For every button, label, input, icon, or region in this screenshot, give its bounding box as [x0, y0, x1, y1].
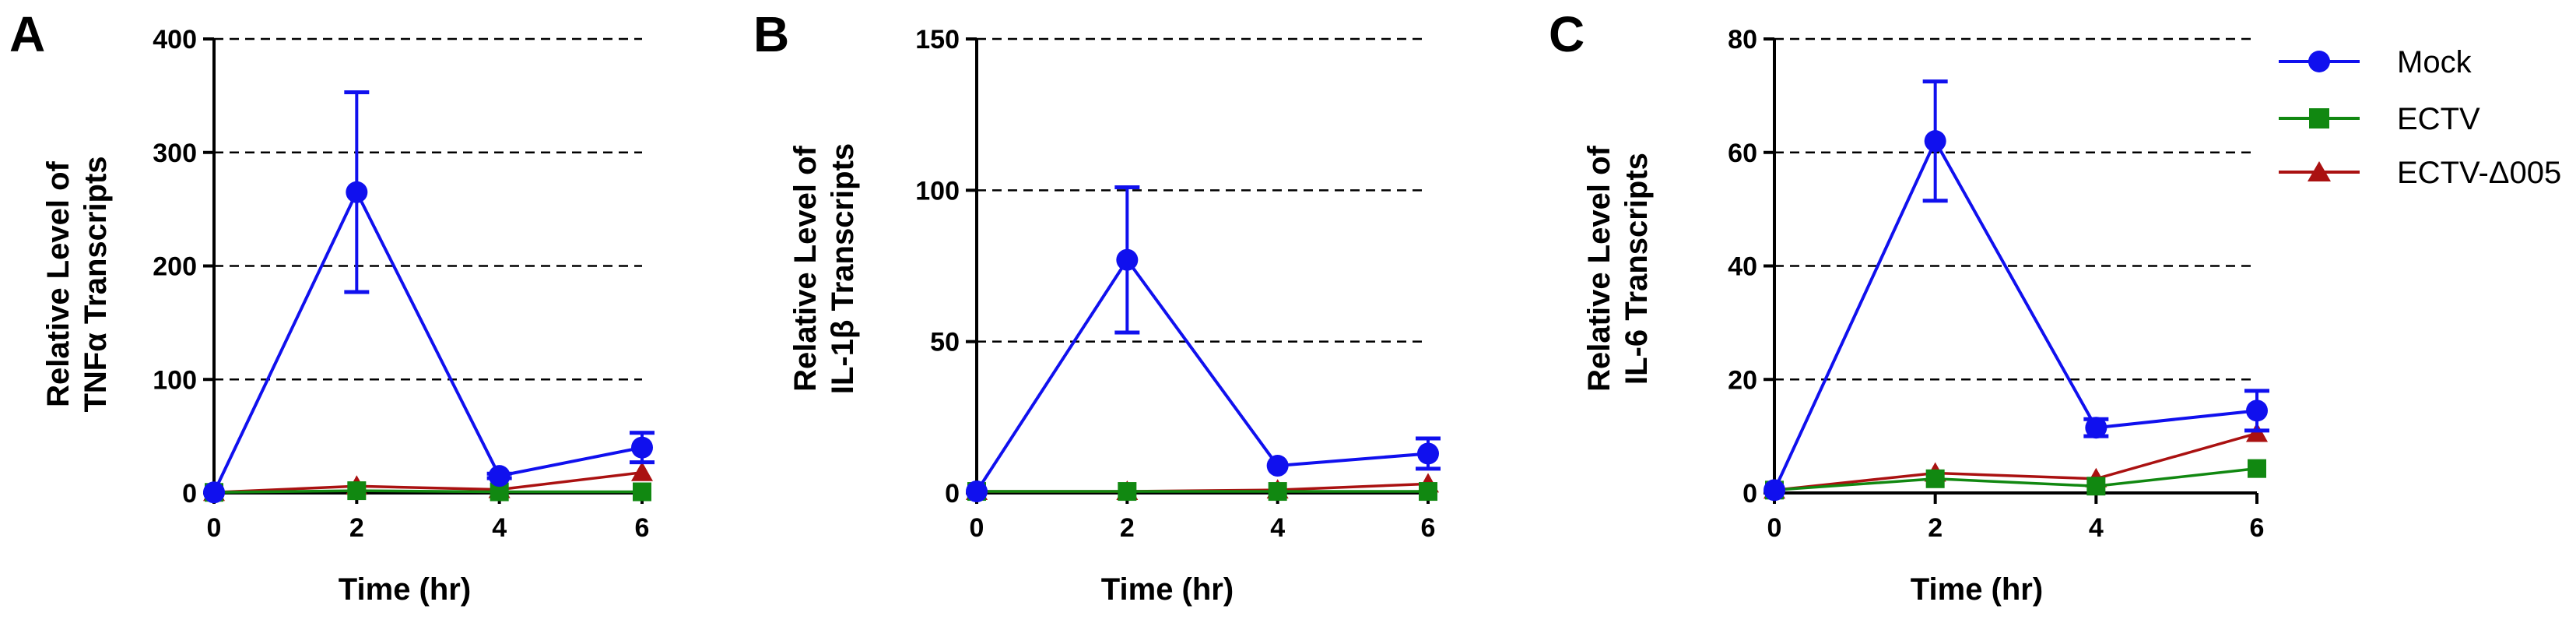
panel-b-point-mock: [1417, 442, 1439, 465]
legend: Mock ECTV ECTV-Δ005: [2279, 45, 2561, 190]
panel-c-ylabel-line1: Relative Level of: [1582, 145, 1616, 391]
panel-c: C Relative Level of IL-6 Transcripts Tim…: [1549, 6, 2269, 607]
panel-c-xtick-label: 6: [2250, 513, 2265, 543]
panel-c-series-line-mock: [1773, 137, 2258, 491]
legend-label-ectv: ECTV: [2397, 102, 2480, 136]
panel-c-point-mock: [2246, 399, 2268, 422]
panel-c-xtick-label: 2: [1928, 513, 1943, 543]
panel-c-point-ectv: [1925, 469, 1945, 488]
panel-c-ytick-label: 60: [1728, 139, 1757, 168]
panel-c-series-line-ectv: [1774, 466, 2258, 492]
panel-b-point-ectv: [1419, 482, 1437, 502]
legend-marker-mock: [2308, 51, 2330, 72]
panel-c-ytick-label: 40: [1728, 252, 1757, 282]
panel-a-point-mock: [203, 481, 225, 504]
panel-b-series-line-mock: [975, 257, 1429, 493]
panel-b: B Relative Level of IL-1β Transcripts Ti…: [753, 6, 1441, 607]
panel-a-xtick-label: 6: [635, 513, 650, 543]
panel-b-ytick-label: 0: [945, 479, 960, 509]
panel-c-ytick-label: 0: [1742, 479, 1757, 509]
panel-a: A Relative Level of TNFα Transcripts Tim…: [9, 6, 655, 607]
panel-b-xtick-label: 2: [1120, 513, 1135, 543]
panel-a-xtick-label: 2: [349, 513, 364, 543]
panel-b-xtick-label: 0: [970, 513, 984, 543]
panel-a-point-mock: [346, 181, 368, 203]
panel-c-xlabel: Time (hr): [1911, 572, 2043, 607]
panel-b-point-ectv: [1268, 482, 1287, 502]
panel-c-point-mock: [1924, 130, 1946, 153]
panel-b-ytick-label: 150: [915, 25, 960, 55]
panel-b-xtick-label: 6: [1421, 513, 1436, 543]
panel-b-ylabel-line2: IL-1β Transcripts: [826, 143, 860, 394]
panel-c-point-ectv: [2086, 477, 2106, 496]
panel-c-ytick-label: 80: [1728, 25, 1757, 55]
panel-a-xtick-label: 0: [207, 513, 222, 543]
panel-b-xtick-label: 4: [1270, 513, 1285, 543]
panel-c-point-ectv: [2248, 459, 2266, 478]
panel-c-xtick-label: 4: [2089, 513, 2104, 543]
panel-b-ytick-label: 50: [930, 328, 960, 357]
panel-a-ylabel-line1: Relative Level of: [41, 160, 75, 407]
panel-a-ytick-label: 200: [153, 252, 197, 282]
panel-a-xlabel: Time (hr): [339, 572, 471, 607]
panel-a-point-mock: [631, 436, 653, 459]
panel-c-point-mock: [2085, 417, 2107, 439]
panel-a-point-ectv: [347, 481, 367, 501]
panel-a-letter: A: [9, 6, 45, 62]
panel-c-point-mock: [1764, 479, 1785, 502]
panel-a-series-line-mock: [212, 188, 643, 494]
legend-marker-ectv: [2309, 108, 2329, 128]
panel-a-point-ectv: [633, 482, 651, 502]
panel-b-letter: B: [753, 6, 789, 62]
panel-a-xtick-label: 4: [492, 513, 507, 543]
panel-a-ytick-label: 100: [153, 365, 197, 395]
panel-a-series-line-ectv-d005: [213, 471, 643, 495]
panel-a-point-mock: [488, 465, 511, 487]
panel-a-series-line-ectv: [213, 489, 642, 495]
panel-c-ytick-label: 20: [1728, 365, 1757, 395]
panel-c-ylabel-line2: IL-6 Transcripts: [1620, 153, 1654, 385]
panel-c-series-line-ectv-d005: [1774, 431, 2258, 492]
legend-label-ectv-d005: ECTV-Δ005: [2397, 156, 2561, 190]
legend-marker-ectv-d005: [2308, 161, 2331, 181]
panel-c-xtick-label: 0: [1767, 513, 1782, 543]
panel-b-point-ectv: [1118, 482, 1137, 502]
panel-b-xlabel: Time (hr): [1101, 572, 1234, 607]
panel-b-point-mock: [1116, 248, 1139, 271]
panel-a-ylabel-line2: TNFα Transcripts: [79, 156, 113, 412]
panel-b-ylabel-line1: Relative Level of: [788, 145, 823, 391]
panel-a-ytick-label: 300: [153, 139, 197, 168]
panel-c-letter: C: [1549, 6, 1585, 62]
panel-b-point-mock: [966, 480, 988, 503]
panel-a-ytick-label: 400: [153, 25, 197, 55]
panel-b-ytick-label: 100: [915, 176, 960, 206]
panel-a-ytick-label: 0: [182, 479, 197, 509]
legend-label-mock: Mock: [2397, 45, 2472, 79]
panel-a-point-ectv-d005: [631, 461, 653, 481]
panel-b-point-mock: [1266, 455, 1289, 477]
